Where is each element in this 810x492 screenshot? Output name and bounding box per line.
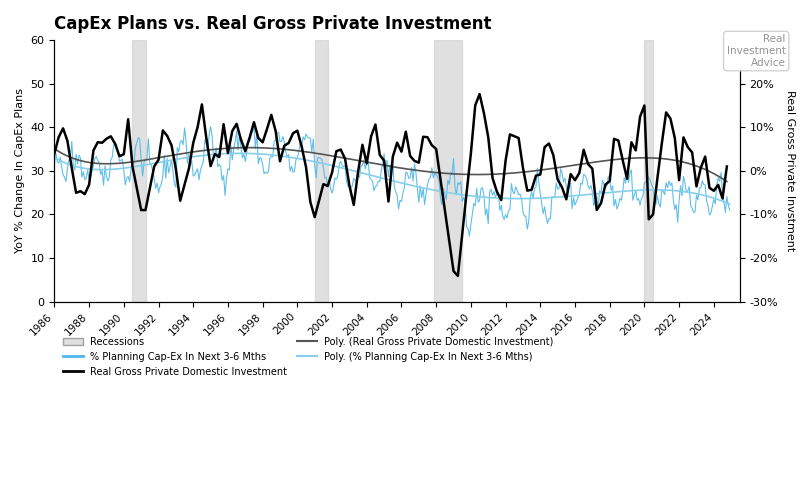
Text: CapEx Plans vs. Real Gross Private Investment: CapEx Plans vs. Real Gross Private Inves… [54, 15, 492, 33]
Y-axis label: Real Gross Private Invstment: Real Gross Private Invstment [785, 90, 795, 251]
Text: Real
Investment
Advice: Real Investment Advice [727, 34, 786, 67]
Legend: Recessions, % Planning Cap-Ex In Next 3-6 Mths, Real Gross Private Domestic Inve: Recessions, % Planning Cap-Ex In Next 3-… [59, 333, 557, 380]
Y-axis label: YoY % Change In CapEx Plans: YoY % Change In CapEx Plans [15, 89, 25, 253]
Bar [133, 40, 146, 302]
Bar [434, 40, 463, 302]
Bar [645, 40, 653, 302]
Bar [315, 40, 328, 302]
